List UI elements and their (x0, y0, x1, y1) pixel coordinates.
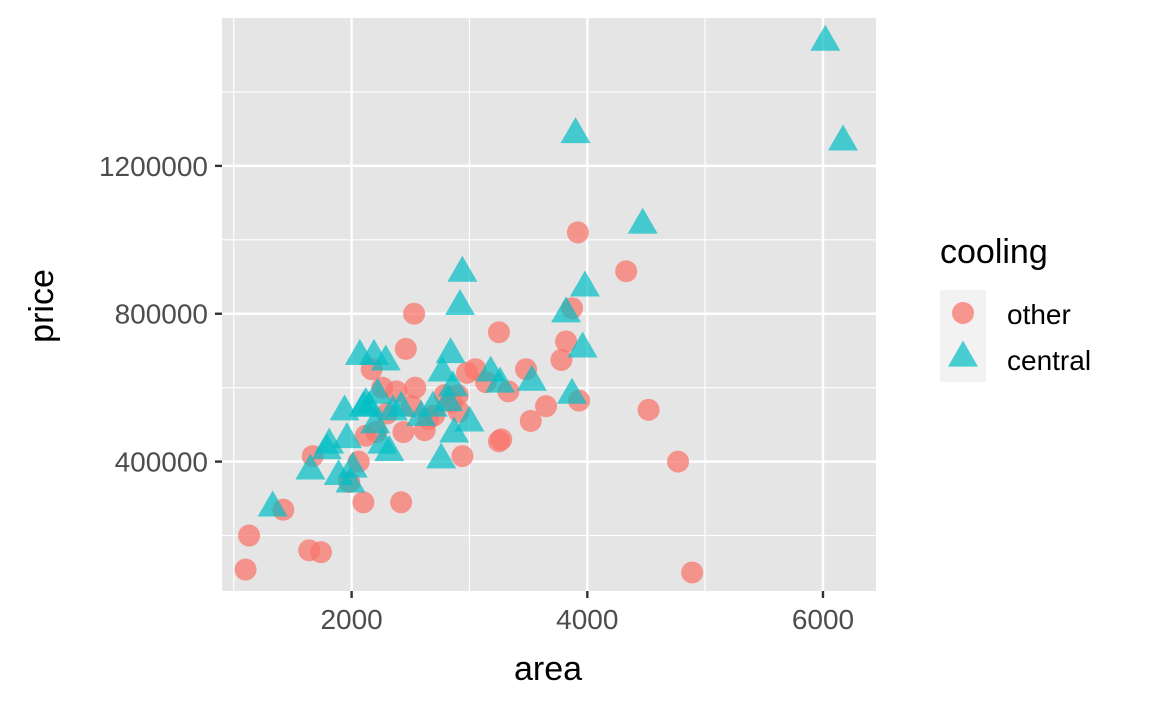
axes: 2000 4000 6000 400000 800000 1200000 (99, 151, 854, 635)
point-central (435, 337, 466, 364)
point-other (615, 260, 638, 283)
y-tick-label: 400000 (115, 447, 208, 478)
legend-title: cooling (940, 233, 1048, 271)
point-central (556, 377, 587, 404)
point-central (627, 207, 658, 234)
gridlines (222, 18, 876, 591)
point-central (374, 435, 405, 462)
x-tick-label: 2000 (320, 604, 382, 635)
point-other (234, 558, 257, 581)
point-other (352, 491, 375, 514)
point-central (295, 453, 326, 480)
point-central (551, 296, 582, 323)
point-central (560, 117, 591, 144)
point-other (487, 321, 510, 344)
point-other (451, 445, 474, 468)
point-central (516, 364, 547, 391)
point-central (485, 366, 516, 393)
point-other (403, 302, 426, 325)
point-central (360, 407, 391, 434)
legend-key-other (952, 302, 974, 324)
point-central (427, 355, 458, 382)
point-central (257, 490, 288, 517)
data-points (234, 24, 859, 584)
legend-key-central (948, 340, 978, 367)
y-axis-title: price (23, 269, 61, 343)
point-other (390, 491, 413, 514)
point-central (569, 270, 600, 297)
point-central (362, 377, 393, 404)
point-other (681, 561, 704, 584)
legend-label-central: central (1007, 345, 1091, 376)
point-other (637, 398, 660, 421)
point-other (394, 337, 417, 360)
point-central (335, 466, 366, 493)
x-axis-title: area (514, 650, 582, 688)
point-central (386, 390, 417, 417)
x-tick-label: 6000 (792, 604, 854, 635)
point-central (370, 344, 401, 371)
y-tick-label: 800000 (115, 299, 208, 330)
y-tick-label: 1200000 (99, 151, 208, 182)
x-tick-label: 4000 (556, 604, 618, 635)
point-other (535, 395, 558, 418)
point-central (454, 405, 485, 432)
point-central (447, 255, 478, 282)
plot-panel (222, 18, 876, 591)
point-other (550, 348, 573, 371)
point-central (439, 416, 470, 443)
point-central (426, 442, 457, 469)
point-other (566, 221, 589, 244)
legend-keys (948, 302, 978, 367)
point-other (309, 541, 332, 564)
point-central (433, 385, 464, 412)
point-central (445, 289, 476, 316)
point-central (810, 24, 841, 51)
panel-background (222, 18, 876, 591)
point-central (437, 370, 468, 397)
point-central (331, 422, 362, 449)
point-other (404, 376, 427, 399)
point-other (519, 409, 542, 432)
point-central (567, 331, 598, 358)
point-central (337, 451, 368, 478)
point-central (828, 124, 859, 151)
point-other (667, 450, 690, 473)
point-other (490, 428, 513, 451)
legend: cooling other central (940, 233, 1091, 382)
point-other (238, 524, 261, 547)
legend-label-other: other (1007, 299, 1071, 330)
point-other (392, 421, 415, 444)
point-other (555, 330, 578, 353)
